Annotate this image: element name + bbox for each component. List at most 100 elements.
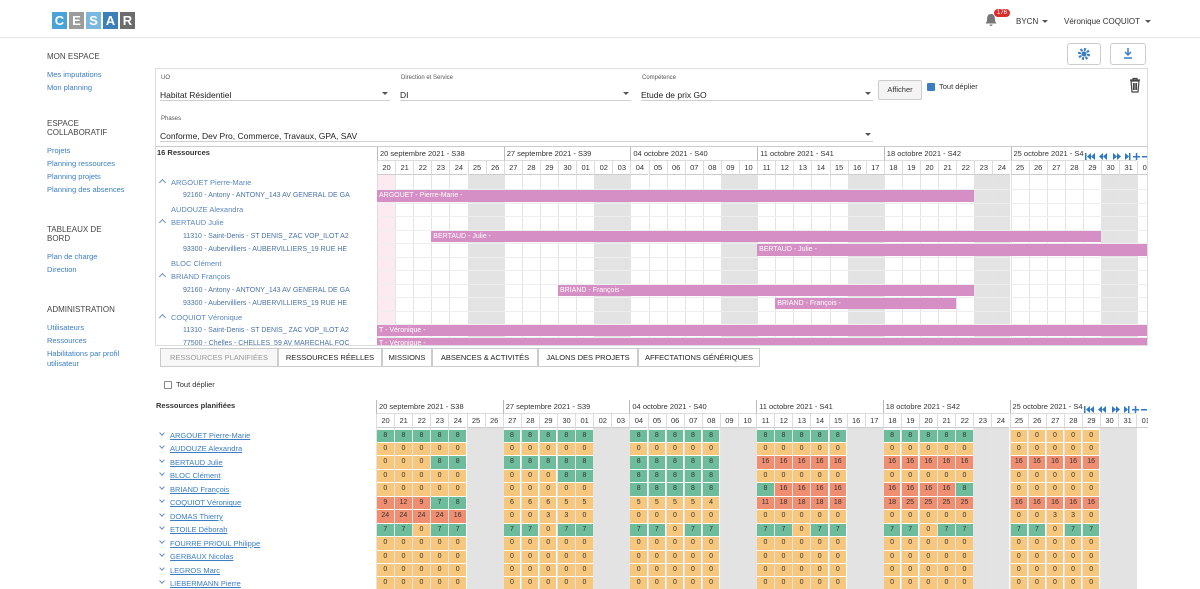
assignment-bar[interactable]: BERTAUD - Julie - [431,230,1101,243]
tab[interactable]: ABSENCES & ACTIVITÉS [432,348,538,367]
load-cell: 0 [1064,577,1082,589]
collapse-icon[interactable] [158,273,167,281]
settings-button[interactable] [1067,43,1101,65]
nav-link[interactable]: Mes imputations [47,70,102,79]
resource-link[interactable]: LEGROS Marc [170,565,221,575]
resource-link[interactable]: BRIAND François [170,484,230,494]
nav-link[interactable]: Direction [47,265,77,274]
resource-row-label[interactable]: ARGOUET Pierre-Marie [171,178,252,187]
tab[interactable]: RESSOURCES PLANIFIÉES [160,348,278,367]
nav-link[interactable]: Planning ressources [47,159,115,168]
expand-icon[interactable] [159,537,165,544]
resource-row-label[interactable]: BLOC Clément [171,258,222,268]
project-row-label[interactable]: 93300 - Aubervilliers - AUBERVILLIERS_19… [183,246,348,254]
collapse-icon[interactable] [158,219,167,227]
week-label: 04 octobre 2021 - S40 [629,400,757,414]
project-row-label[interactable]: 11310 - Saint-Denis - ST DENIS_ ZAC VOP_… [183,232,349,240]
expand-icon[interactable] [159,497,165,504]
nav-icons[interactable] [1083,405,1148,415]
bell-icon[interactable] [984,13,998,27]
resource-link[interactable]: AUDOUZE Alexandra [170,444,243,454]
expand-icon[interactable] [159,470,165,477]
project-row-label[interactable]: 92160 - Antony - ANTONY_143 AV GENERAL D… [183,286,350,294]
load-cell: 0 [539,577,557,589]
nav-link[interactable]: Ressources [47,336,87,345]
day-label: 08 [702,161,721,175]
nav-link[interactable]: Planning projets [47,172,101,181]
resource-link[interactable]: LIEBERMANN Pierre [170,578,241,588]
expand-icon[interactable] [159,483,165,490]
expand-icon[interactable] [159,564,165,571]
nav-link[interactable]: Plan de charge [47,252,98,261]
nav-link[interactable]: Utilisateurs [47,323,85,332]
phases-select[interactable]: Conforme, Dev Pro, Commerce, Travaux, GP… [160,126,873,142]
show-button[interactable]: Afficher [878,80,922,100]
assignment-bar[interactable]: T - Véronique - [377,338,1147,345]
load-cell: 0 [558,442,575,456]
expand-icon[interactable] [159,551,165,557]
tab[interactable]: JALONS DES PROJETS [538,348,638,367]
project-row-label[interactable]: 93300 - Aubervilliers - AUBERVILLIERS_19… [183,300,348,308]
load-cell: 16 [938,483,955,496]
resource-row-label[interactable]: BRIAND François [171,272,231,282]
resource-link[interactable]: COQUIOT Véronique [170,498,242,508]
week-navigation[interactable] [1083,402,1148,415]
resource-link[interactable]: ETOILE Déborah [170,525,228,535]
assignment-bar[interactable]: BRIAND - François - [558,284,975,297]
resource-link[interactable]: BERTAUD Julie [170,457,223,467]
resource-link[interactable]: ARGOUET Pierre-Marie [170,431,251,440]
filter-label: UO [161,75,170,81]
assignment-bar[interactable]: BRIAND - François - [775,298,957,310]
day-label: 16 [847,161,866,175]
expand-icon[interactable] [159,430,165,436]
nav-link[interactable]: Mon planning [47,83,93,92]
resource-row-label[interactable]: COQUIOT Véronique [171,312,243,322]
caret [1042,20,1048,23]
resource-row-label[interactable]: BERTAUD Julie [171,218,224,228]
project-row-label[interactable]: 11310 - Saint-Denis - ST DENIS_ ZAC VOP_… [183,326,349,334]
download-button[interactable] [1110,43,1146,65]
assignment-bar[interactable]: BERTAUD - Julie - [757,244,1147,256]
week-navigation[interactable] [1084,149,1148,162]
resource-link[interactable]: BLOC Clément [170,471,221,481]
tab[interactable]: RESSOURCES RÉELLES [278,348,382,367]
resource-row-label[interactable]: AUDOUZE Alexandra [171,204,244,214]
direction-select[interactable]: DI [400,85,631,101]
nav-link[interactable]: Planning des absences [47,185,125,194]
org-menu[interactable]: BYCN [1016,17,1039,26]
row-line [377,310,1147,312]
tab[interactable]: AFFECTATIONS GÉNÉRIQUES [638,348,760,367]
expand-icon[interactable] [159,510,165,517]
resource-link[interactable]: FOURRE PRIOUL Philippe [170,538,261,548]
competence-select[interactable]: Etude de prix GO [641,85,873,101]
load-cell: 0 [920,564,937,577]
assignment-bar[interactable]: T - Véronique - [377,324,1147,337]
load-cell: 0 [449,469,466,483]
nav-link[interactable]: Projets [47,146,71,155]
load-cell: 0 [1028,442,1046,456]
checkbox[interactable] [164,381,172,389]
trash-icon[interactable] [1128,77,1142,93]
uo-select[interactable]: Habitat Résidentiel [160,85,390,101]
nav-icons[interactable] [1084,152,1148,162]
nav-link[interactable]: Habilitations par profil utilisateur [47,349,120,368]
user-menu[interactable]: Véronique COQUIOT [1064,17,1141,26]
expand-icon[interactable] [159,443,165,450]
day-label: 12 [775,161,794,175]
collapse-icon[interactable] [158,178,167,187]
load-cell: 0 [702,442,720,456]
project-row-label[interactable]: 92160 - Antony - ANTONY_143 AV GENERAL D… [183,192,350,200]
expand-icon[interactable] [159,578,165,584]
checkbox[interactable] [927,83,935,91]
tab[interactable]: MISSIONS [382,348,432,367]
assignment-bar[interactable]: ARGOUET - Pierre-Marie - [377,190,975,202]
resource-link[interactable]: GERBAUX Nicolas [170,552,234,562]
load-cell: 16 [1028,496,1046,510]
expand-icon[interactable] [159,524,165,530]
load-cell: 0 [521,537,539,550]
expand-icon[interactable] [159,457,165,463]
project-row-label[interactable]: 77500 - Chelles - CHELLES_59 AV MARECHAL… [183,340,350,346]
resource-link[interactable]: DOMAS Thierry [170,511,223,521]
collapse-icon[interactable] [158,313,167,321]
